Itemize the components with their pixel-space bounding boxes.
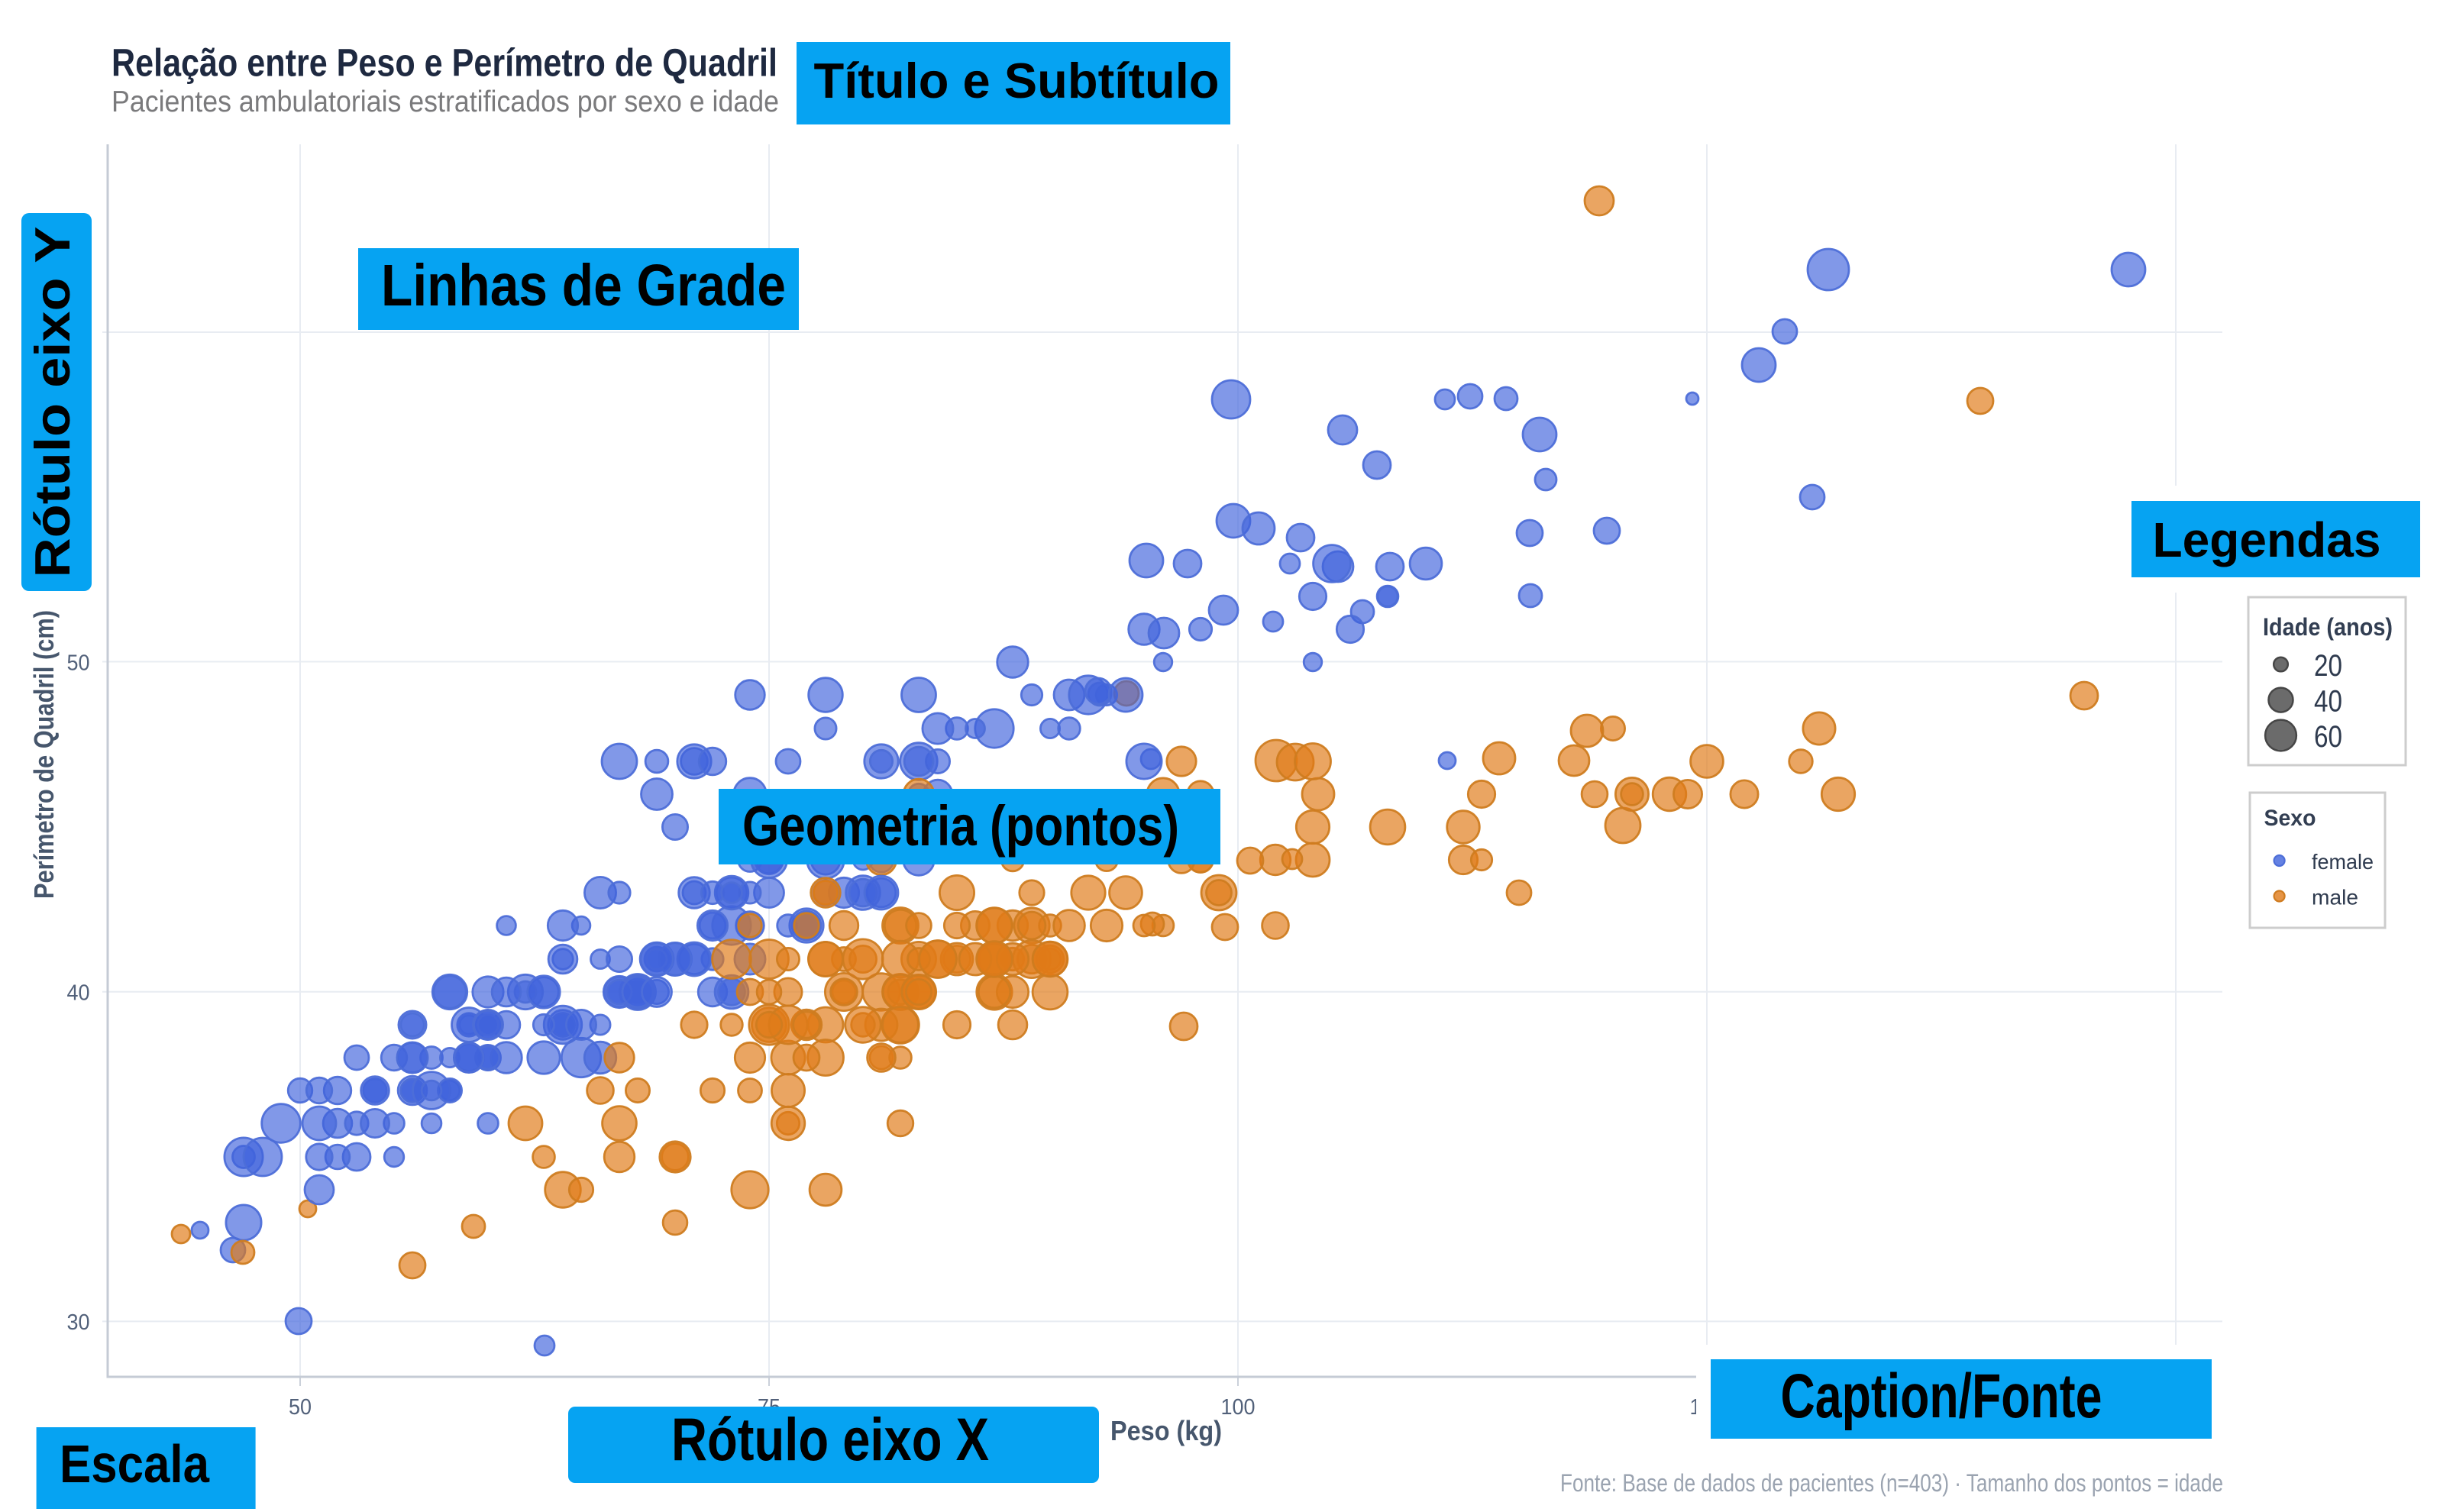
svg-text:Peso (kg): Peso (kg) [1110, 1415, 1222, 1446]
svg-text:60: 60 [2314, 720, 2342, 754]
svg-text:Linhas de Grade: Linhas de Grade [381, 253, 786, 318]
svg-text:Título e Subtítulo: Título e Subtítulo [814, 53, 1220, 108]
svg-text:40: 40 [67, 981, 90, 1006]
svg-text:female: female [2312, 850, 2374, 874]
svg-text:Perímetro de Quadril (cm): Perímetro de Quadril (cm) [28, 610, 60, 899]
svg-text:Fonte: Base de dados de pacien: Fonte: Base de dados de pacientes (n=403… [1560, 1469, 2223, 1497]
svg-text:Caption/Fonte: Caption/Fonte [1781, 1362, 2102, 1431]
svg-text:Rótulo eixo Y: Rótulo eixo Y [24, 227, 80, 578]
svg-text:Legendas: Legendas [2153, 512, 2381, 567]
svg-text:Geometria (pontos): Geometria (pontos) [742, 794, 1179, 858]
svg-text:Idade (anos): Idade (anos) [2263, 613, 2393, 641]
svg-text:Sexo: Sexo [2264, 806, 2316, 831]
svg-text:40: 40 [2314, 684, 2342, 718]
svg-text:Pacientes ambulatoriais estrat: Pacientes ambulatoriais estratificados p… [112, 86, 779, 118]
svg-text:20: 20 [2314, 649, 2342, 683]
svg-text:male: male [2312, 885, 2358, 909]
svg-text:Escala: Escala [60, 1434, 210, 1494]
svg-text:50: 50 [67, 651, 90, 675]
svg-text:50: 50 [289, 1395, 312, 1420]
svg-text:30: 30 [67, 1310, 90, 1335]
svg-text:Relação entre Peso e Perímetro: Relação entre Peso e Perímetro de Quadri… [112, 41, 777, 85]
svg-text:Rótulo eixo X: Rótulo eixo X [671, 1405, 989, 1473]
svg-text:100: 100 [1221, 1395, 1256, 1420]
